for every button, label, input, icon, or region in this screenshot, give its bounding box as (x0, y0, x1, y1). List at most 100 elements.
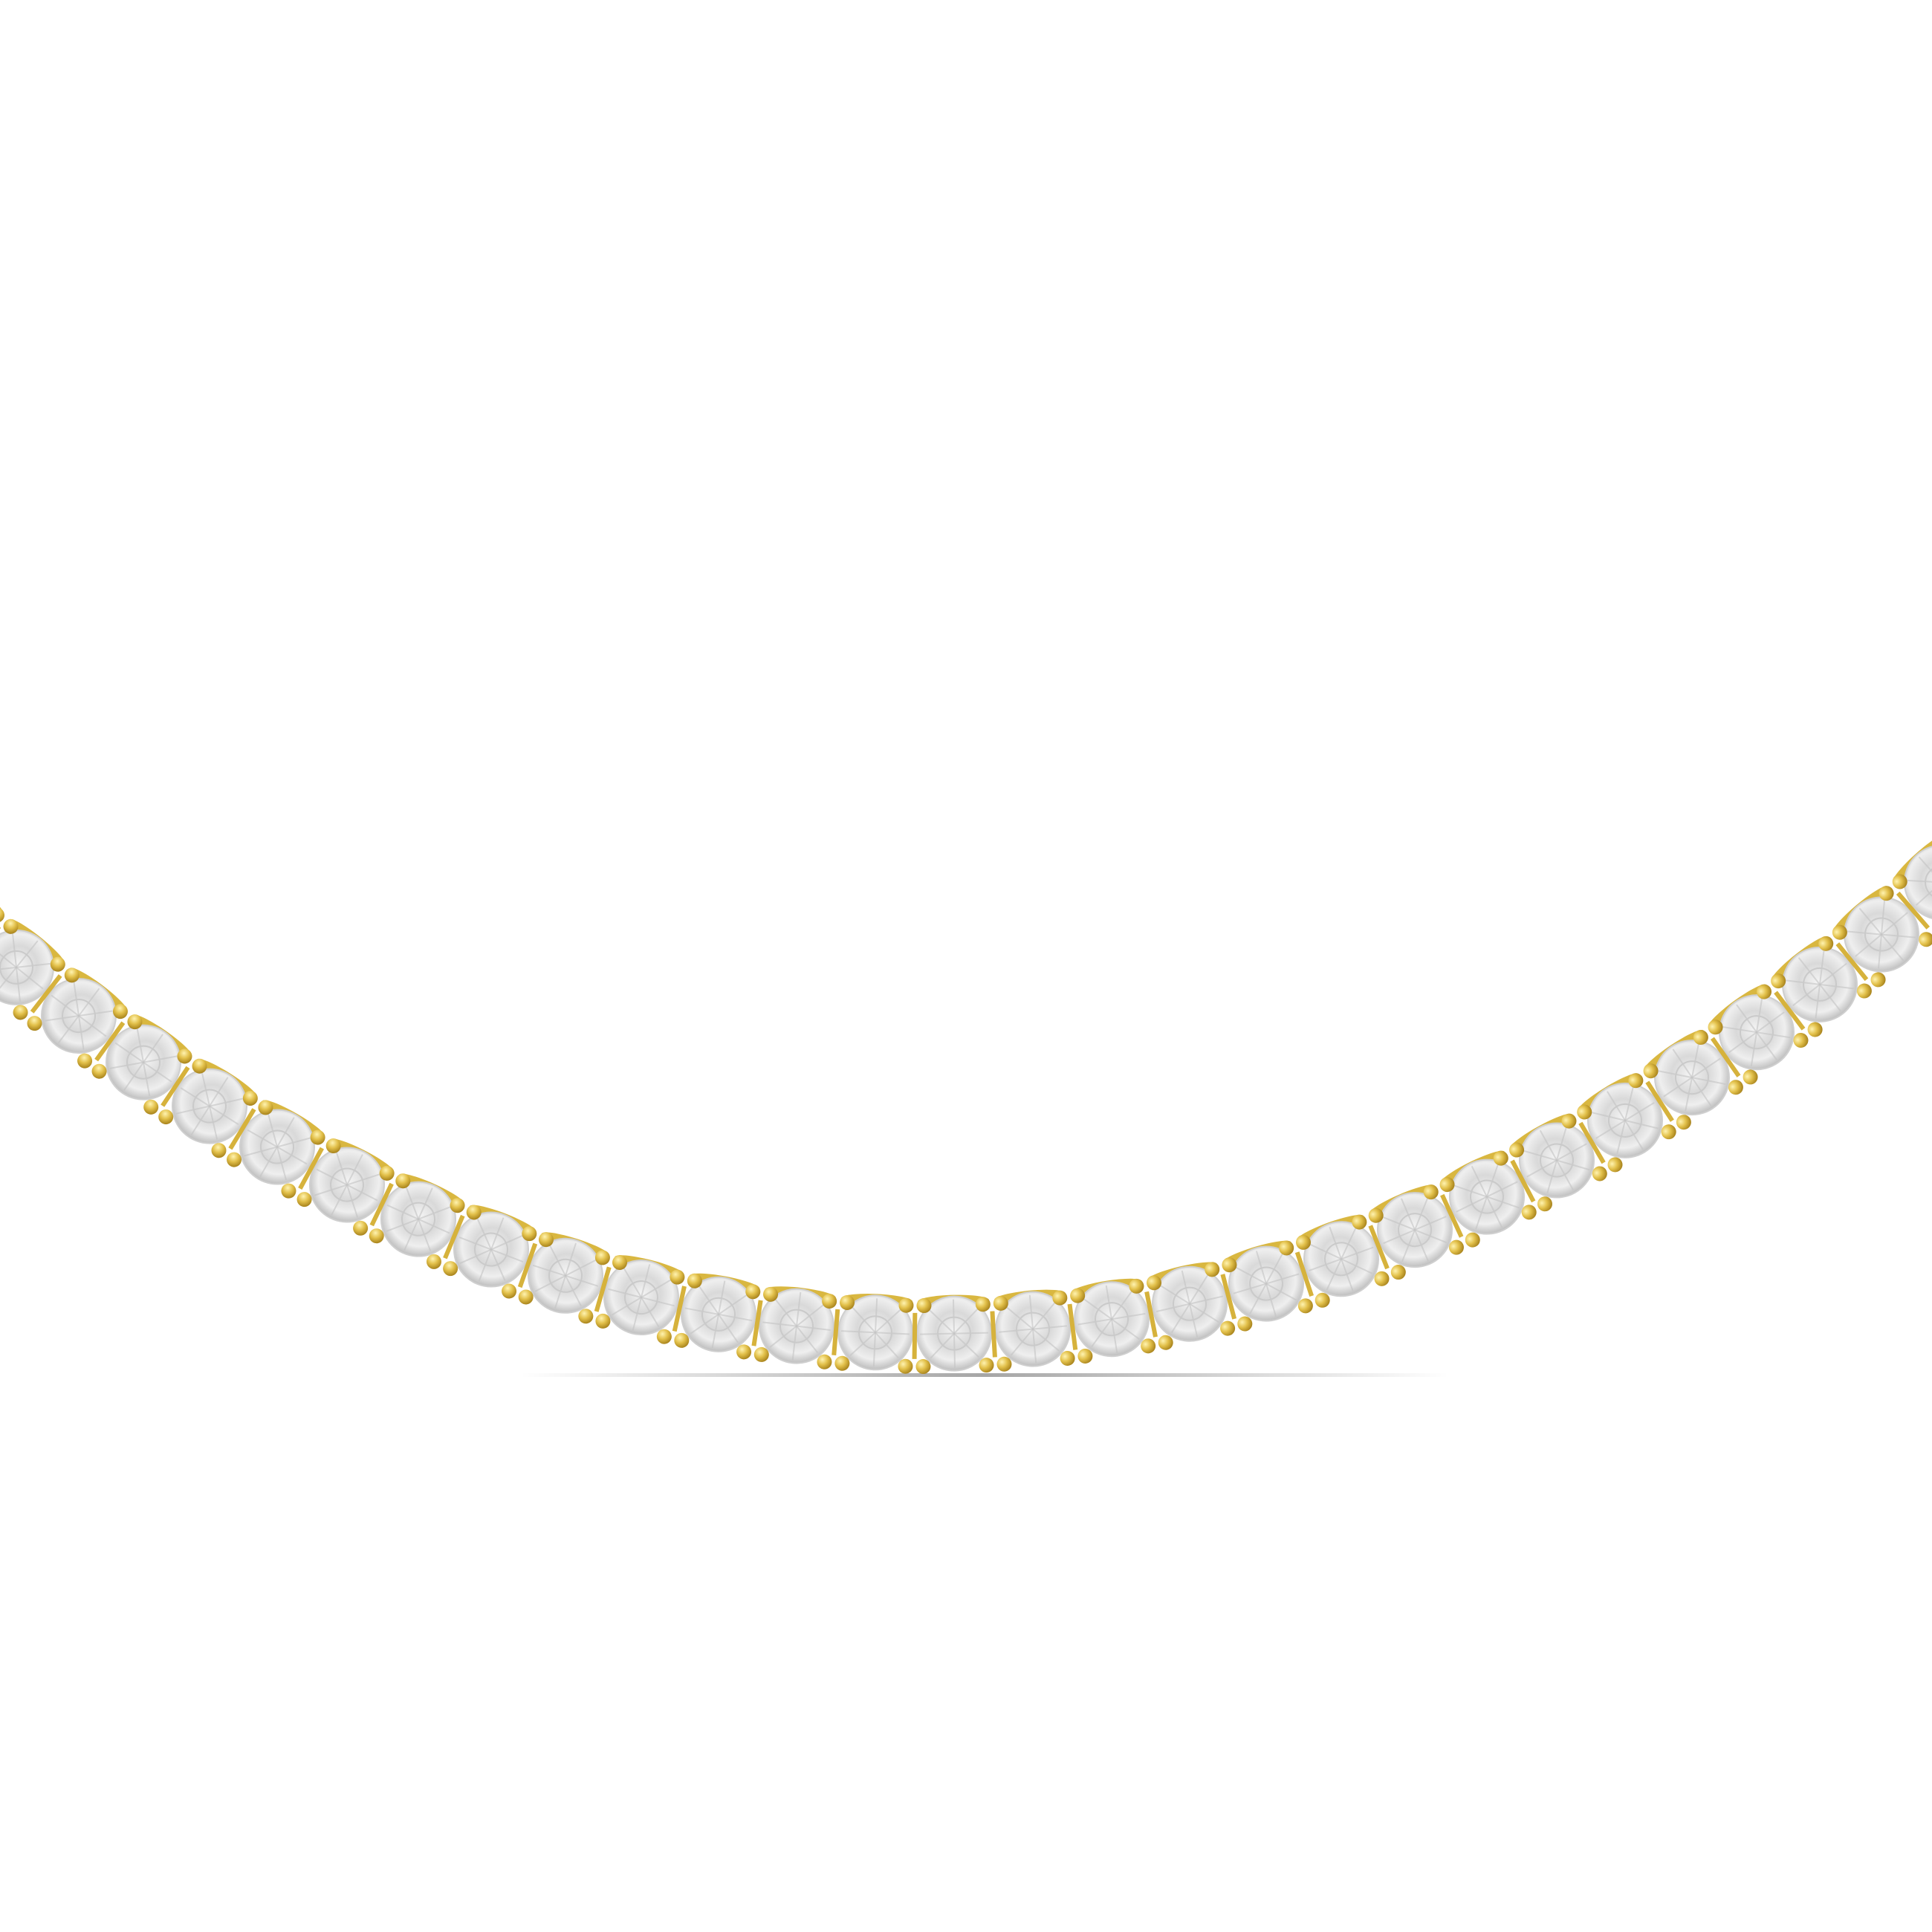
gold-prong (158, 1109, 174, 1125)
diamond-table (548, 1258, 583, 1293)
gold-prong (127, 1014, 143, 1030)
gold-prong (1793, 1032, 1809, 1048)
diamond-facet (565, 1274, 599, 1287)
gold-link (1144, 1291, 1158, 1338)
gold-prong (1237, 1316, 1253, 1332)
diamond-facet (875, 1298, 878, 1333)
gold-prong (1146, 1275, 1161, 1291)
prong-set (353, 1165, 411, 1244)
diamond-facet (1595, 1120, 1626, 1139)
gold-prong (443, 1261, 458, 1277)
diamond-facet (608, 1288, 642, 1298)
diamond-facet (1181, 1270, 1190, 1304)
prong-set (1129, 1275, 1173, 1354)
gold-prong (1129, 1278, 1144, 1294)
gold-prong (1220, 1320, 1236, 1336)
gold-link (990, 1311, 997, 1358)
prong-set (578, 1250, 628, 1329)
diamond-table (1173, 1286, 1207, 1321)
gold-prong (77, 1053, 93, 1069)
diamond-table (937, 1316, 971, 1351)
gold-link (298, 1147, 324, 1190)
gold-prong (64, 967, 80, 983)
gold-prong (975, 1297, 991, 1312)
stone-setting (1147, 1262, 1228, 1342)
prong-set (143, 1048, 207, 1125)
diamond-stone (1904, 844, 1932, 921)
gold-prong (426, 1254, 441, 1269)
stone-setting (759, 1286, 836, 1364)
gold-prong (1052, 1290, 1068, 1306)
stone-setting (106, 1014, 192, 1100)
prong-set (1052, 1288, 1093, 1366)
gold-prong (1158, 1335, 1173, 1350)
stone-setting (994, 1289, 1071, 1367)
gold-prong (898, 1358, 913, 1374)
gold-prong (27, 1016, 42, 1031)
diamond-facet (403, 1219, 419, 1251)
gold-prong (1205, 1262, 1220, 1277)
gold-link (1710, 1037, 1741, 1077)
diamond-facet (1486, 1196, 1503, 1228)
gold-link (832, 1309, 840, 1356)
diamond-facet (123, 1062, 144, 1092)
gold-prong (1807, 1022, 1823, 1037)
diamond-facet (1858, 907, 1882, 936)
gold-prong (1676, 1115, 1691, 1130)
gold-prong (834, 1355, 850, 1371)
gold-prong (1561, 1113, 1577, 1129)
gold-prong (763, 1286, 779, 1302)
contact-shadow (520, 1373, 1449, 1377)
gold-prong (612, 1255, 628, 1271)
diamond-facet (259, 1146, 278, 1177)
gold-prong (143, 1099, 159, 1115)
gold-prong (898, 1297, 914, 1313)
diamond-table (0, 950, 33, 985)
diamond-facet (1189, 1303, 1199, 1338)
stone-setting (1893, 834, 1932, 921)
gold-prong (1643, 1063, 1659, 1079)
diamond-table (1740, 1015, 1774, 1050)
gold-link (1440, 1193, 1464, 1238)
gold-prong (177, 1048, 192, 1064)
gold-prong (395, 1173, 411, 1189)
diamond-table (1249, 1266, 1283, 1301)
diamond-facet (209, 1077, 229, 1107)
prong-set (656, 1269, 702, 1348)
gold-prong (993, 1295, 1008, 1311)
gold-prong (817, 1354, 832, 1369)
gold-prong (13, 1005, 28, 1020)
prong-set (1423, 1177, 1480, 1255)
gold-prong (1919, 932, 1932, 947)
gold-prong (1693, 1030, 1708, 1046)
diamond-table (330, 1167, 364, 1202)
stone-setting (1222, 1240, 1304, 1322)
gold-prong (1448, 1239, 1464, 1255)
diamond-facet (418, 1218, 450, 1234)
gold-prong (1295, 1234, 1311, 1250)
gold-prong (753, 1346, 769, 1362)
stone-setting (309, 1138, 394, 1223)
prong-set (502, 1226, 554, 1305)
diamond-table (474, 1232, 508, 1267)
diamond-facet (875, 1332, 910, 1335)
stone-setting (1509, 1113, 1595, 1199)
diamond-table (1540, 1143, 1574, 1178)
stone-setting (1577, 1073, 1663, 1158)
diamond-facet (1414, 1229, 1430, 1262)
stone-setting (1771, 936, 1858, 1022)
diamond-table (1675, 1060, 1709, 1095)
diamond-facet (1624, 1102, 1655, 1121)
gold-prong (112, 1004, 128, 1020)
gold-prong (1279, 1240, 1294, 1256)
diamond-facet (1556, 1143, 1587, 1161)
gold-prong (915, 1359, 931, 1375)
diamond-facet (1736, 1004, 1757, 1033)
diamond-table (62, 999, 96, 1034)
diamond-table (401, 1202, 435, 1236)
diamond-facet (872, 1332, 876, 1367)
diamond-facet (1105, 1285, 1112, 1320)
diamond-facet (1798, 957, 1821, 985)
stone-setting (1832, 886, 1919, 973)
gold-prong (1771, 973, 1786, 989)
